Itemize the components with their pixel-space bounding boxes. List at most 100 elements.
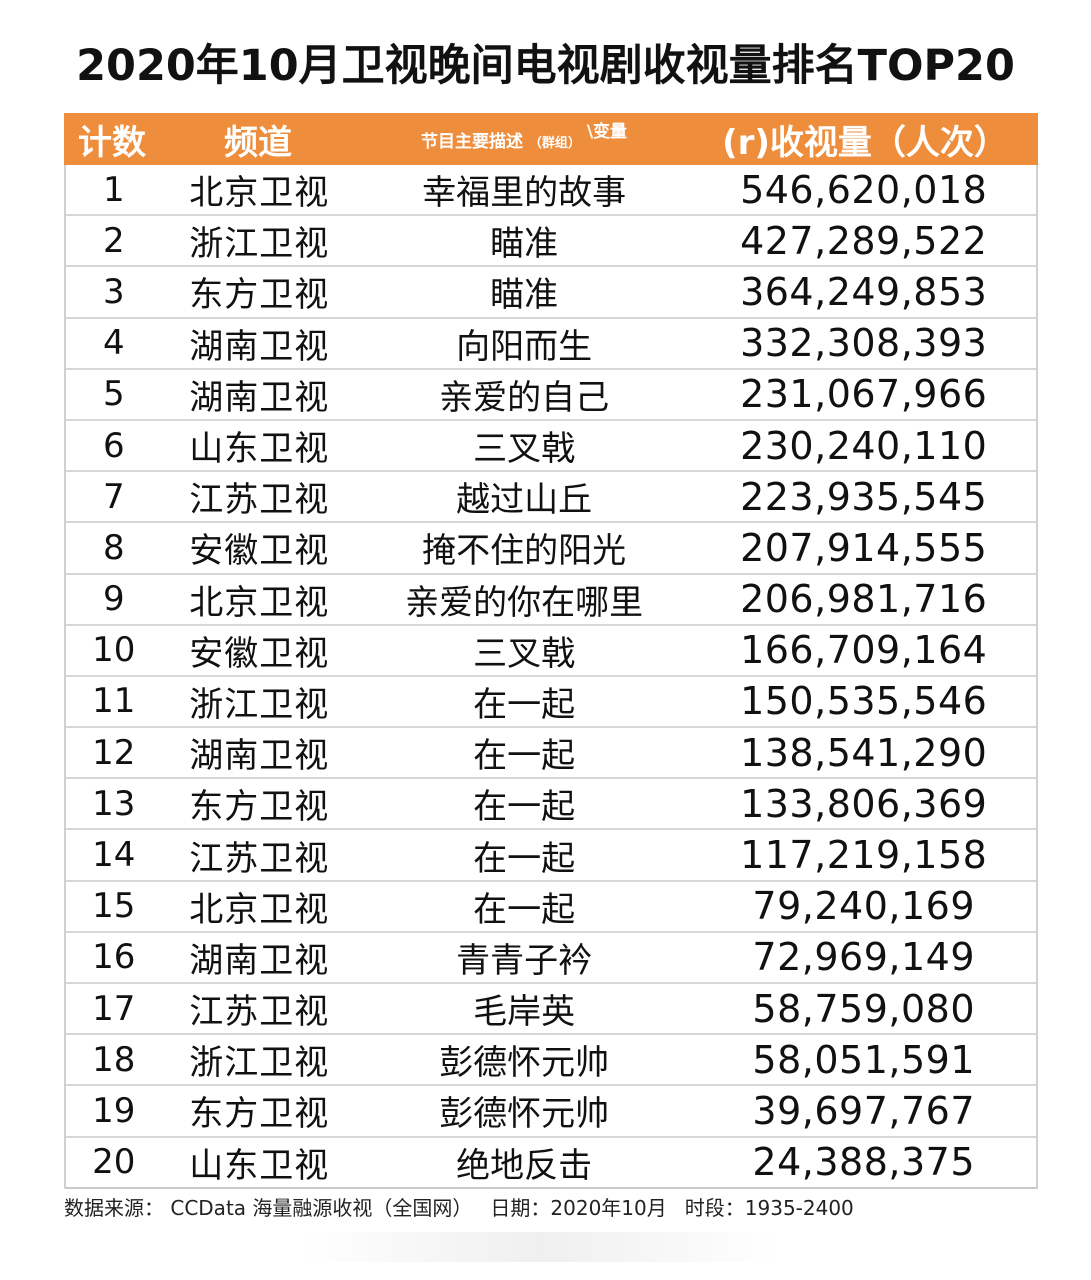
rank-cell: 13 [92,783,136,824]
channel-cell: 江苏卫视 [189,992,330,1033]
views-cell: 364,249,853 [740,269,988,314]
rank-cell: 1 [102,169,125,210]
footer-source: 数据来源： CCData 海量融源收视（全国网） [64,1196,473,1220]
table-row: 1 北京卫视 幸福里的故事 546,620,018 [66,165,1036,217]
table-row: 2 浙江卫视 瞄准 427,289,522 [66,216,1036,268]
views-cell: 231,067,966 [740,372,988,417]
channel-cell: 江苏卫视 [189,838,330,879]
rank-cell: 4 [102,323,125,364]
table-row: 11 浙江卫视 在一起 150,535,546 [66,676,1036,729]
views-cell: 166,709,164 [740,628,988,673]
rank-cell: 10 [92,630,136,671]
bottom-fade [300,1232,780,1262]
views-cell: 117,219,158 [740,833,988,878]
channel-cell: 浙江卫视 [189,684,330,725]
program-cell: 青青子衿 [456,940,593,981]
table-row: 5 湖南卫视 亲爱的自己 231,067,966 [66,369,1036,421]
header-program-desc: 节目主要描述 [420,131,523,152]
views-cell: 230,240,110 [740,423,988,468]
program-cell: 毛岸英 [473,992,576,1033]
program-cell: 在一起 [473,889,576,930]
table-row: 4 湖南卫视 向阳而生 332,308,393 [66,318,1036,370]
table-row: 9 北京卫视 亲爱的你在哪里 206,981,716 [66,574,1036,626]
program-cell: 向阳而生 [456,326,593,367]
rank-cell: 11 [92,681,136,722]
channel-cell: 安徽卫视 [189,531,330,572]
table-row: 10 安徽卫视 三叉戟 166,709,164 [66,625,1036,677]
views-cell: 546,620,018 [740,167,988,212]
rank-cell: 16 [92,937,136,978]
channel-cell: 东方卫视 [189,1094,330,1135]
views-cell: 206,981,716 [740,577,988,622]
views-cell: 24,388,375 [752,1140,975,1185]
program-cell: 在一起 [473,787,576,828]
channel-cell: 东方卫视 [189,275,330,316]
views-cell: 223,935,545 [740,474,988,519]
rank-cell: 15 [92,886,136,927]
program-cell: 在一起 [473,736,576,777]
views-cell: 332,308,393 [740,321,988,366]
channel-cell: 湖南卫视 [189,736,330,777]
table-row: 12 湖南卫视 在一起 138,541,290 [66,728,1036,780]
views-cell: 58,759,080 [752,986,975,1031]
rank-cell: 9 [102,579,125,620]
views-cell: 138,541,290 [740,730,988,775]
channel-cell: 东方卫视 [189,787,330,828]
channel-cell: 安徽卫视 [189,633,330,674]
header-program: 节目主要描述 （群组） \变量 [356,122,692,152]
views-cell: 207,914,555 [740,525,988,570]
program-cell: 越过山丘 [456,480,593,521]
page-title: 2020年10月卫视晚间电视剧收视量排名TOP20 [76,41,1015,91]
channel-cell: 浙江卫视 [189,1043,330,1084]
table-row: 8 安徽卫视 掩不住的阳光 207,914,555 [66,523,1036,575]
program-cell: 彭德怀元帅 [439,1043,610,1084]
program-cell: 瞄准 [490,224,559,265]
program-cell: 在一起 [473,684,576,725]
views-cell: 133,806,369 [740,781,988,826]
footer-period: 时段：1935-2400 [684,1196,854,1220]
views-cell: 150,535,546 [740,679,988,724]
channel-cell: 北京卫视 [189,889,330,930]
program-cell: 瞄准 [490,275,559,316]
channel-cell: 湖南卫视 [189,326,330,367]
rank-cell: 3 [102,271,125,312]
footer: 数据来源： CCData 海量融源收视（全国网） 日期：2020年10月 时段：… [64,1192,1044,1221]
program-cell: 在一起 [473,838,576,879]
program-cell: 掩不住的阳光 [422,531,627,572]
table-row: 20 山东卫视 绝地反击 24,388,375 [66,1137,1036,1189]
rank-cell: 14 [92,835,136,876]
rank-cell: 12 [92,732,136,773]
table-row: 13 东方卫视 在一起 133,806,369 [66,779,1036,831]
header-rank: 计数 [78,122,146,163]
footer-date: 日期：2020年10月 [490,1196,667,1220]
rank-cell: 17 [92,988,136,1029]
program-cell: 亲爱的你在哪里 [405,582,644,623]
views-cell: 427,289,522 [740,218,988,263]
rank-cell: 7 [102,476,125,517]
header-channel: 频道 [224,122,292,163]
channel-cell: 湖南卫视 [189,377,330,418]
channel-cell: 山东卫视 [189,429,330,470]
table-row: 18 浙江卫视 彭德怀元帅 58,051,591 [66,1035,1036,1087]
channel-cell: 湖南卫视 [189,940,330,981]
program-cell: 幸福里的故事 [422,173,627,214]
channel-cell: 浙江卫视 [189,224,330,265]
channel-cell: 山东卫视 [189,1145,330,1186]
table-row: 17 江苏卫视 毛岸英 58,759,080 [66,984,1036,1036]
table-row: 14 江苏卫视 在一起 117,219,158 [66,830,1036,882]
channel-cell: 江苏卫视 [189,480,330,521]
program-cell: 彭德怀元帅 [439,1094,610,1135]
header-views: (r)收视量（人次） [722,122,1008,163]
rank-cell: 18 [92,1039,136,1080]
ratings-table: 计数 频道 节目主要描述 （群组） \变量 (r)收视量（人次） 1 北京卫视 幸福… [64,113,1038,1189]
table-row: 15 北京卫视 在一起 79,240,169 [66,881,1036,933]
channel-cell: 北京卫视 [189,582,330,623]
header-program-sup: \变量 [586,121,628,142]
program-cell: 绝地反击 [456,1145,593,1186]
rank-cell: 20 [92,1142,136,1183]
views-cell: 39,697,767 [752,1088,975,1133]
views-cell: 72,969,149 [752,935,975,980]
table-header: 计数 频道 节目主要描述 （群组） \变量 (r)收视量（人次） [64,113,1038,165]
table-row: 16 湖南卫视 青青子衿 72,969,149 [66,932,1036,984]
table-row: 3 东方卫视 瞄准 364,249,853 [66,267,1036,319]
